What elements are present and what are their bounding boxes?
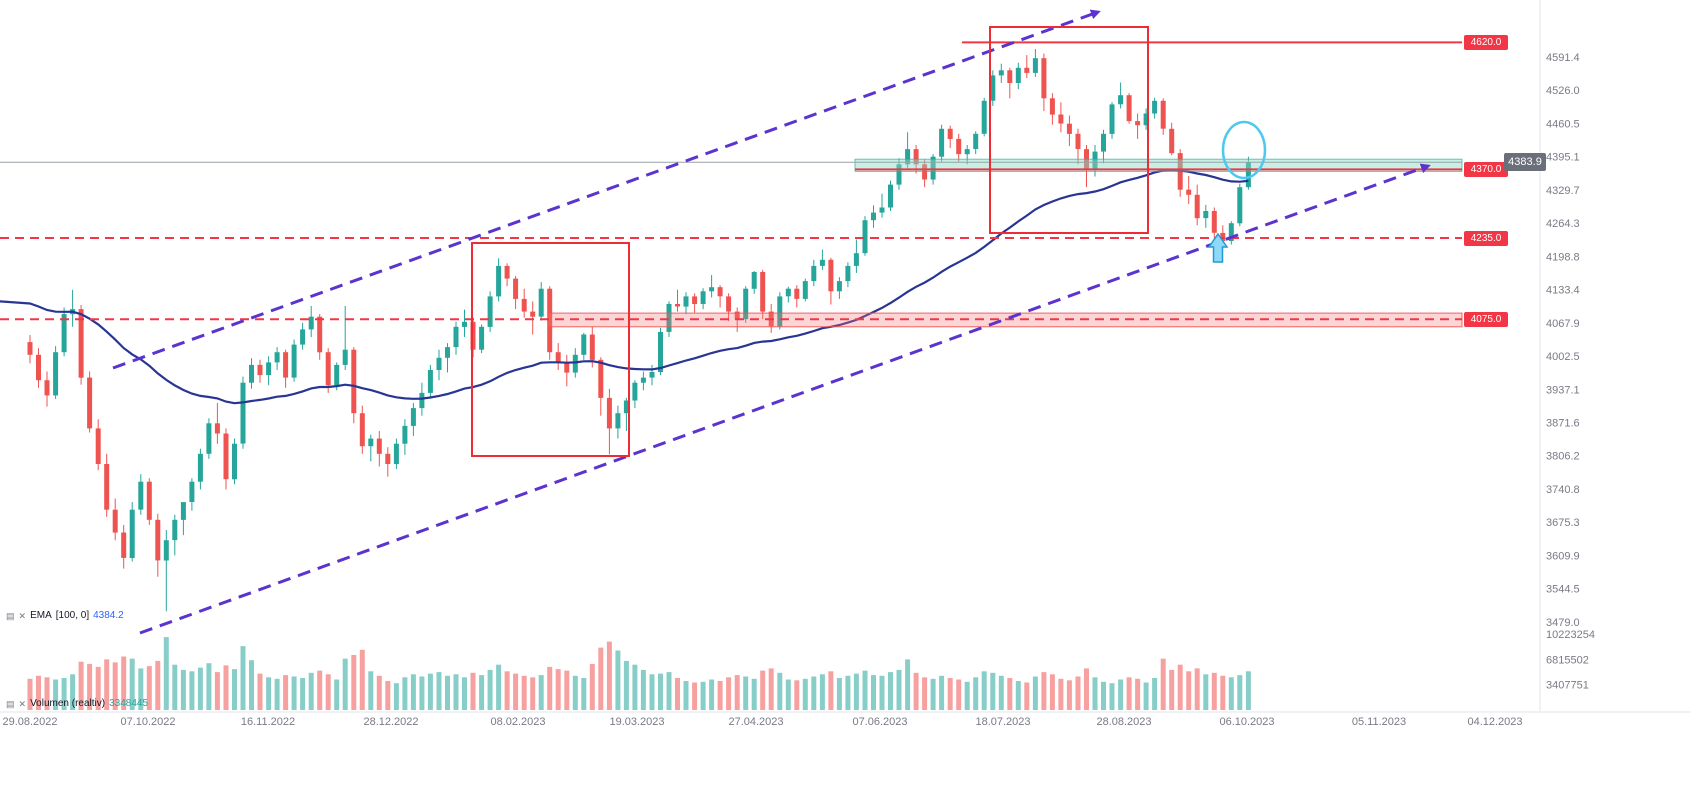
volume-axis-label: 3407751 [1546,680,1589,692]
time-axis[interactable] [0,712,1691,740]
date-axis-label: 16.11.2022 [241,716,295,728]
price-axis-label: 4395.1 [1546,152,1580,164]
indicator-chart-icon[interactable]: ▤ [6,610,15,621]
price-level-badge[interactable]: 4370.0 [1464,161,1508,177]
price-axis-label: 4264.3 [1546,218,1580,230]
trend-channel-upper[interactable] [112,9,1101,370]
highlight-circle-annotation[interactable] [1221,120,1267,180]
date-axis-label: 07.10.2022 [120,716,175,728]
date-axis-label: 07.06.2023 [852,716,907,728]
indicator-close-icon[interactable]: ✕ [18,610,27,621]
date-axis-label: 19.03.2023 [609,716,664,728]
price-axis-label: 3937.1 [1546,384,1580,396]
volume-axis-label: 10223254 [1546,629,1595,641]
ema-legend-value: 4384.2 [93,610,124,621]
date-axis-label: 05.11.2023 [1352,716,1406,728]
price-axis-label: 3479.0 [1546,617,1580,629]
price-axis-label: 3806.2 [1546,451,1580,463]
price-axis-label: 4460.5 [1546,118,1580,130]
pattern-box-2[interactable] [989,26,1149,234]
volume-legend-label: Volumen (realtiv) [30,698,106,709]
ema-indicator-legend: ▤ ✕ EMA [100, 0] 4384.2 [6,610,124,621]
volume-bars-layer [27,637,1251,710]
date-axis-label: 06.10.2023 [1219,716,1274,728]
ema-line [0,168,1249,405]
price-axis-label: 4133.4 [1546,285,1580,297]
date-axis-label: 08.02.2023 [490,716,545,728]
price-axis-label: 4591.4 [1546,52,1580,64]
price-axis-label: 3544.5 [1546,584,1580,596]
price-axis[interactable] [1540,0,1691,712]
date-axis-label: 04.12.2023 [1467,716,1522,728]
volume-chart-icon[interactable]: ▤ [6,698,15,709]
trend-channel-lower[interactable] [139,163,1431,635]
date-axis-label: 28.08.2023 [1096,716,1151,728]
volume-axis-label: 6815502 [1546,654,1589,666]
date-axis-label: 18.07.2023 [975,716,1030,728]
price-axis-label: 3609.9 [1546,550,1580,562]
price-level-badge[interactable]: 4620.0 [1464,34,1508,50]
volume-legend-value: 3348445 [109,698,149,709]
date-axis-label: 29.08.2022 [2,716,57,728]
price-axis-label: 4067.9 [1546,318,1580,330]
price-axis-label: 4198.8 [1546,251,1580,263]
last-price-badge[interactable]: 4383.9 [1504,153,1546,172]
price-axis-label: 3740.8 [1546,484,1580,496]
pattern-box-1[interactable] [471,242,630,457]
candles-layer [27,49,1251,612]
price-level-badge[interactable]: 4235.0 [1464,230,1508,246]
price-axis-label: 4526.0 [1546,85,1580,97]
date-axis-label: 27.04.2023 [728,716,783,728]
price-level-badge[interactable]: 4075.0 [1464,311,1508,327]
price-axis-label: 3871.6 [1546,418,1580,430]
price-axis-label: 4329.7 [1546,185,1580,197]
volume-indicator-legend: ▤ ✕ Volumen (realtiv) 3348445 [6,698,148,709]
price-axis-label: 4002.5 [1546,351,1580,363]
price-axis-label: 3675.3 [1546,517,1580,529]
ema-legend-params: [100, 0] [55,610,90,621]
volume-close-icon[interactable]: ✕ [18,698,27,709]
date-axis-label: 28.12.2022 [363,716,418,728]
up-arrow-annotation[interactable] [1207,232,1229,263]
ema-legend-label: EMA [30,610,52,621]
